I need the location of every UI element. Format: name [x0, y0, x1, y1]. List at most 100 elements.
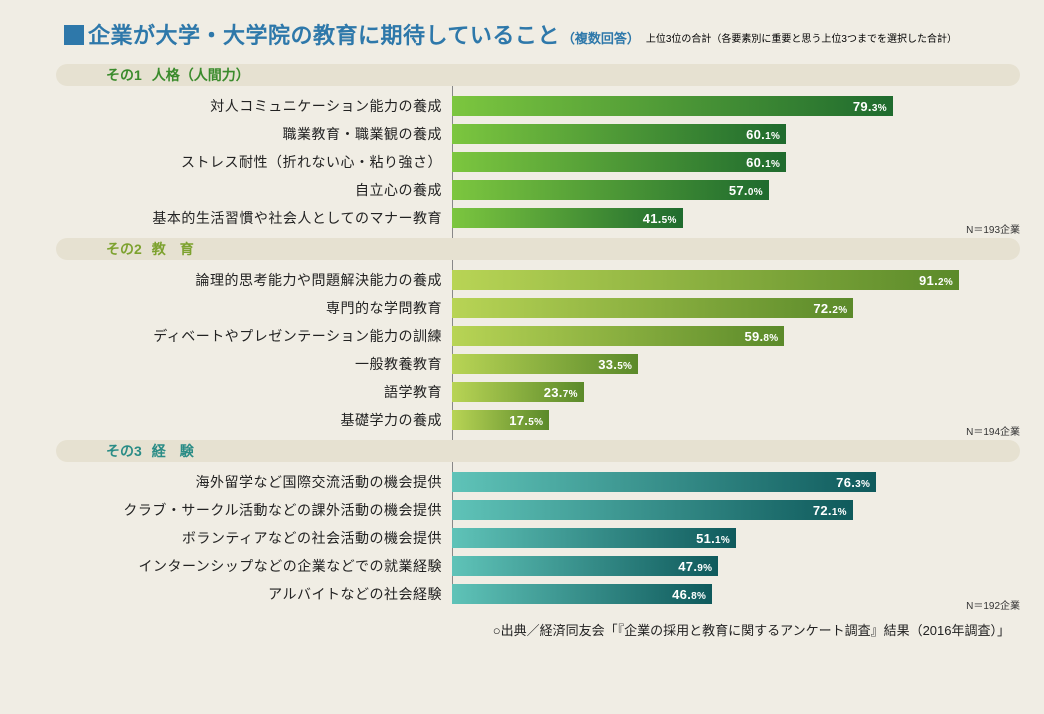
bar-label: 語学教育 — [24, 382, 452, 402]
section-header: その2 教 育 — [56, 238, 1020, 260]
bar-cell: 79.3% — [452, 92, 1020, 120]
bar-row: 自立心の養成 57.0% — [24, 176, 1020, 204]
bar: 72.2% — [452, 298, 853, 318]
bar-value: 23.7% — [544, 385, 578, 400]
bar-label: インターンシップなどの企業などでの就業経験 — [24, 556, 452, 576]
bar-label: 基本的生活習慣や社会人としてのマナー教育 — [24, 208, 452, 228]
bar: 60.1% — [452, 152, 786, 172]
bar-cell: 23.7% — [452, 378, 1020, 406]
bar: 41.5% — [452, 208, 683, 228]
bar-cell: 72.1% — [452, 496, 1020, 524]
section-number: その1 — [106, 67, 142, 83]
bar-cell: 41.5% — [452, 204, 1020, 232]
bar-value: 57.0% — [729, 183, 763, 198]
bar-rows: 対人コミュニケーション能力の養成79.3%職業教育・職業観の養成60.1%ストレ… — [24, 92, 1020, 232]
section-title: 教 育 — [152, 241, 194, 257]
chart-header: 企業が大学・大学院の教育に期待していること （複数回答） 上位3位の合計（各要素… — [64, 18, 1020, 50]
section-number: その2 — [106, 241, 142, 257]
bar: 33.5% — [452, 354, 638, 374]
bar: 51.1% — [452, 528, 736, 548]
title-square-icon — [64, 25, 84, 45]
bar-label: 対人コミュニケーション能力の養成 — [24, 96, 452, 116]
section-header: その3 経 験 — [56, 440, 1020, 462]
bar-label: 専門的な学問教育 — [24, 298, 452, 318]
bar: 59.8% — [452, 326, 784, 346]
bar-row: クラブ・サークル活動などの課外活動の機会提供 72.1% — [24, 496, 1020, 524]
bar-label: 論理的思考能力や問題解決能力の養成 — [24, 270, 452, 290]
bar-value: 33.5% — [598, 357, 632, 372]
bar-row: 対人コミュニケーション能力の養成 79.3% — [24, 92, 1020, 120]
bar-label: ディベートやプレゼンテーション能力の訓練 — [24, 326, 452, 346]
bar-cell: 47.9% — [452, 552, 1020, 580]
bar: 72.1% — [452, 500, 853, 520]
section: その3 経 験海外留学など国際交流活動の機会提供 76.3% クラブ・サークル活動など… — [24, 440, 1020, 608]
section-title: 経 験 — [152, 443, 194, 459]
bar: 47.9% — [452, 556, 718, 576]
chart-title: 企業が大学・大学院の教育に期待していること — [88, 18, 560, 50]
bar-value: 17.5% — [509, 413, 543, 428]
bar-label: クラブ・サークル活動などの課外活動の機会提供 — [24, 500, 452, 520]
sample-size-note: N＝194企業 — [966, 423, 1020, 438]
bar-rows: 論理的思考能力や問題解決能力の養成 91.2% 専門的な学問教育 72.2% ディベート… — [24, 266, 1020, 434]
bar-label: 海外留学など国際交流活動の機会提供 — [24, 472, 452, 492]
bar-row: 海外留学など国際交流活動の機会提供 76.3% — [24, 468, 1020, 496]
bar-label: 自立心の養成 — [24, 180, 452, 200]
bar-row: ストレス耐性（折れない心・粘り強さ） 60.1% — [24, 148, 1020, 176]
bar-cell: 51.1% — [452, 524, 1020, 552]
bar-row: アルバイトなどの社会経験 46.8% — [24, 580, 1020, 608]
section-number: その3 — [106, 443, 142, 459]
bar-value: 72.1% — [813, 503, 847, 518]
bar-cell: 76.3% — [452, 468, 1020, 496]
bar-cell: 91.2% — [452, 266, 1020, 294]
bar-cell: 17.5% — [452, 406, 1020, 434]
bar-value: 46.8% — [672, 587, 706, 602]
bar: 76.3% — [452, 472, 876, 492]
bar: 46.8% — [452, 584, 712, 604]
bar-value: 79.3% — [853, 99, 887, 114]
bar-row: 専門的な学問教育 72.2% — [24, 294, 1020, 322]
chart-body: その1 人格（人間力） 対人コミュニケーション能力の養成 79.3% 職業教育・職業観の… — [24, 64, 1020, 608]
bar-row: ディベートやプレゼンテーション能力の訓練 59.8% — [24, 322, 1020, 350]
bar-label: ストレス耐性（折れない心・粘り強さ） — [24, 152, 452, 172]
bar: 17.5% — [452, 410, 549, 430]
bar-cell: 60.1% — [452, 120, 1020, 148]
bar-value: 47.9% — [678, 559, 712, 574]
sample-size-note: N＝192企業 — [966, 597, 1020, 612]
bar-row: 職業教育・職業観の養成 60.1% — [24, 120, 1020, 148]
chart-subtitle: （複数回答） — [562, 28, 640, 47]
bar-value: 72.2% — [813, 301, 847, 316]
bar-cell: 59.8% — [452, 322, 1020, 350]
bar: 79.3% — [452, 96, 893, 116]
bar-cell: 60.1% — [452, 148, 1020, 176]
bar-row: 論理的思考能力や問題解決能力の養成 91.2% — [24, 266, 1020, 294]
bar-label: ボランティアなどの社会活動の機会提供 — [24, 528, 452, 548]
source-citation: ○出典／経済同友会「『企業の採用と教育に関するアンケート調査』結果（2016年調… — [24, 620, 1010, 639]
bar-value: 60.1% — [746, 127, 780, 142]
bar-row: インターンシップなどの企業などでの就業経験 47.9% — [24, 552, 1020, 580]
bar-value: 60.1% — [746, 155, 780, 170]
bar-cell: 46.8% — [452, 580, 1020, 608]
bar-label: アルバイトなどの社会経験 — [24, 584, 452, 604]
sample-size-note: N＝193企業 — [966, 221, 1020, 236]
section-title: 人格（人間力） — [152, 67, 250, 83]
chart-title-note: 上位3位の合計（各要素別に重要と思う上位3つまでを選択した合計） — [646, 30, 957, 45]
bar-row: 基礎学力の養成 17.5% — [24, 406, 1020, 434]
bar-row: 基本的生活習慣や社会人としてのマナー教育41.5% — [24, 204, 1020, 232]
bar: 57.0% — [452, 180, 769, 200]
bar-label: 職業教育・職業観の養成 — [24, 124, 452, 144]
section: その2 教 育論理的思考能力や問題解決能力の養成 91.2% 専門的な学問教育 72.2… — [24, 238, 1020, 434]
bar: 23.7% — [452, 382, 584, 402]
section: その1 人格（人間力） 対人コミュニケーション能力の養成 79.3% 職業教育・職業観の… — [24, 64, 1020, 232]
bar-label: 一般教養教育 — [24, 354, 452, 374]
bar-value: 91.2% — [919, 273, 953, 288]
bar-cell: 33.5% — [452, 350, 1020, 378]
bar: 91.2% — [452, 270, 959, 290]
bar-rows: 海外留学など国際交流活動の機会提供 76.3% クラブ・サークル活動などの課外活動の… — [24, 468, 1020, 608]
bar-value: 51.1% — [696, 531, 730, 546]
section-header: その1 人格（人間力） — [56, 64, 1020, 86]
bar-value: 59.8% — [744, 329, 778, 344]
bar: 60.1% — [452, 124, 786, 144]
bar-label: 基礎学力の養成 — [24, 410, 452, 430]
bar-row: 一般教養教育 33.5% — [24, 350, 1020, 378]
bar-value: 76.3% — [836, 475, 870, 490]
